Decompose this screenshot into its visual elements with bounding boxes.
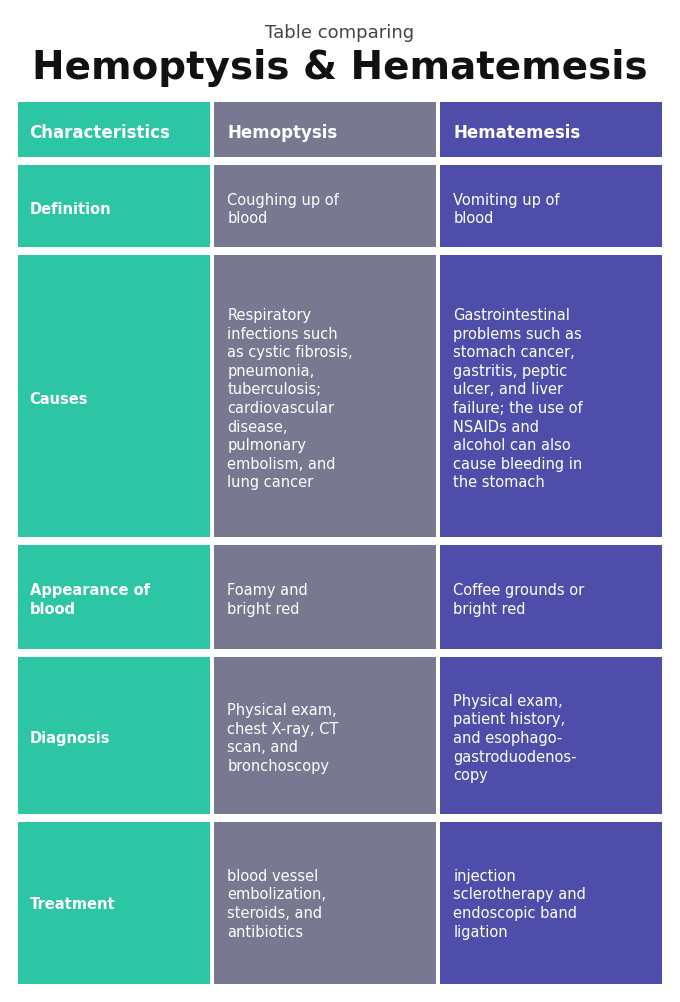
- Bar: [214, 103, 436, 162]
- Bar: [214, 545, 436, 653]
- Bar: [18, 657, 210, 819]
- Bar: [210, 103, 214, 984]
- Text: Coughing up of
blood: Coughing up of blood: [227, 192, 339, 225]
- Bar: [18, 545, 210, 653]
- Bar: [18, 649, 662, 653]
- Bar: [18, 815, 662, 819]
- Text: injection
sclerotherapy and
endoscopic band
ligation: injection sclerotherapy and endoscopic b…: [454, 868, 586, 939]
- Bar: [440, 657, 662, 819]
- Bar: [214, 257, 436, 541]
- Bar: [214, 166, 436, 253]
- Bar: [214, 657, 436, 819]
- Text: Physical exam,
patient history,
and esophago-
gastroduodenos-
copy: Physical exam, patient history, and esop…: [454, 693, 577, 783]
- Text: Appearance of
blood: Appearance of blood: [29, 582, 150, 616]
- Text: Foamy and
bright red: Foamy and bright red: [227, 582, 308, 616]
- Bar: [18, 537, 662, 541]
- Text: Hemoptysis: Hemoptysis: [227, 123, 337, 141]
- Text: Hemoptysis & Hematemesis: Hemoptysis & Hematemesis: [32, 49, 648, 87]
- Text: Gastrointestinal
problems such as
stomach cancer,
gastritis, peptic
ulcer, and l: Gastrointestinal problems such as stomac…: [454, 308, 583, 490]
- Bar: [440, 545, 662, 653]
- Bar: [18, 103, 210, 162]
- Text: Vomiting up of
blood: Vomiting up of blood: [454, 192, 560, 225]
- Text: Characteristics: Characteristics: [29, 123, 171, 141]
- Text: Causes: Causes: [29, 392, 88, 407]
- Bar: [440, 823, 662, 984]
- Bar: [440, 166, 662, 253]
- Text: Treatment: Treatment: [29, 896, 115, 911]
- Text: Table comparing: Table comparing: [265, 24, 415, 42]
- Bar: [440, 103, 662, 162]
- Text: blood vessel
embolization,
steroids, and
antibiotics: blood vessel embolization, steroids, and…: [227, 868, 326, 939]
- Bar: [18, 158, 662, 162]
- Bar: [440, 257, 662, 541]
- Text: Hematemesis: Hematemesis: [454, 123, 581, 141]
- Text: Definition: Definition: [29, 201, 111, 216]
- Bar: [18, 166, 210, 253]
- Bar: [18, 257, 210, 541]
- Bar: [18, 823, 210, 984]
- Bar: [18, 248, 662, 253]
- Text: Physical exam,
chest X-ray, CT
scan, and
bronchoscopy: Physical exam, chest X-ray, CT scan, and…: [227, 702, 339, 774]
- Text: Coffee grounds or
bright red: Coffee grounds or bright red: [454, 582, 585, 616]
- Text: Respiratory
infections such
as cystic fibrosis,
pneumonia,
tuberculosis;
cardiov: Respiratory infections such as cystic fi…: [227, 308, 353, 490]
- Bar: [436, 103, 440, 984]
- Bar: [214, 823, 436, 984]
- Text: Diagnosis: Diagnosis: [29, 730, 110, 745]
